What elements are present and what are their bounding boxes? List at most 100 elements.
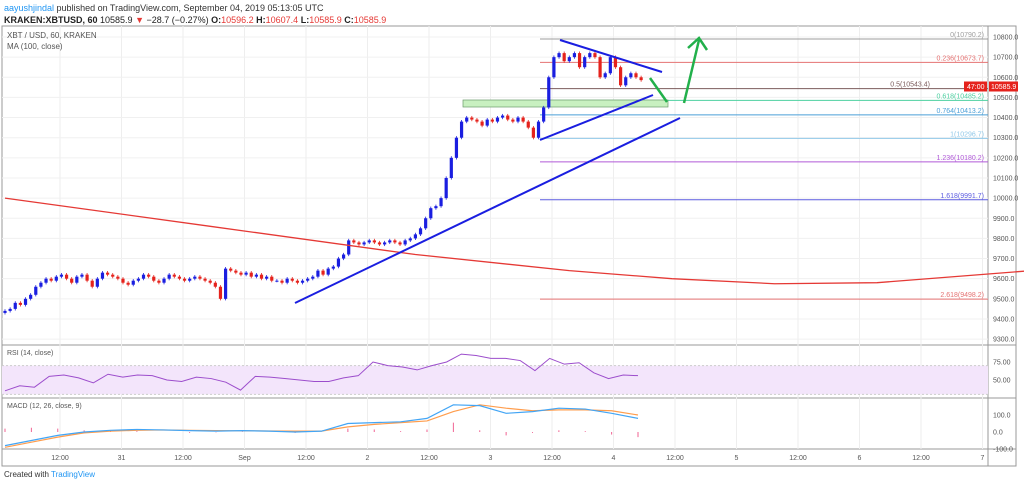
candle-up	[336, 258, 341, 267]
trendline	[559, 39, 663, 73]
candle-down	[577, 53, 582, 68]
candle-up	[136, 278, 140, 281]
time-tick-label: 12:00	[912, 455, 930, 462]
macd-legend: MACD (12, 26, close, 9)	[7, 403, 82, 410]
candle-up	[75, 276, 79, 283]
candle-down	[157, 280, 161, 283]
chart-frame	[1, 25, 1017, 467]
candle-up	[3, 310, 7, 313]
time-tick-label: 5	[735, 455, 739, 462]
fib-level-label: 1(10296.7)	[950, 131, 984, 138]
candle-up	[265, 276, 269, 279]
open-value: 10596.2	[221, 15, 254, 25]
high-value: 10607.4	[265, 15, 299, 25]
symbol: KRAKEN:XBTUSD, 60	[4, 15, 98, 25]
candle-up	[23, 298, 28, 305]
candle-down	[64, 274, 69, 279]
tradingview-logo[interactable]: TradingView	[51, 470, 96, 479]
candle-down	[490, 119, 494, 122]
candle-up	[485, 119, 489, 126]
candle-down	[506, 115, 510, 120]
author-link[interactable]: aayushjindal	[4, 3, 55, 13]
price-tick-label: 10000.0	[993, 196, 1018, 203]
candle-up	[408, 238, 412, 241]
candle-up	[254, 274, 258, 277]
candle-down	[203, 278, 207, 281]
price-tick-label: 10300.0	[993, 135, 1018, 142]
candle-up	[326, 268, 330, 275]
candle-up	[516, 117, 520, 122]
candle-down	[613, 57, 618, 68]
time-tick-label: 31	[118, 455, 126, 462]
time-tick-label: 6	[858, 455, 862, 462]
candle-up	[362, 242, 366, 245]
arrow-head-icon	[687, 36, 709, 51]
rsi-tick-label: 50.00	[993, 378, 1011, 385]
macd-line	[4, 404, 639, 447]
candle-down	[85, 274, 89, 281]
candle-up	[316, 270, 320, 277]
ma-100-line	[4, 197, 1024, 285]
countdown-value: 47:00	[967, 84, 985, 91]
candle-down	[116, 276, 120, 279]
candle-down	[106, 272, 110, 275]
candle-up	[13, 302, 17, 309]
candle-up	[167, 274, 171, 279]
candle-down	[249, 272, 253, 277]
current-price-tag	[989, 81, 1018, 92]
candle-down	[398, 242, 402, 245]
price-tick-label: 9800.0	[993, 236, 1015, 243]
candle-down	[182, 278, 187, 281]
time-tick-label: Sep	[238, 455, 251, 462]
series-legend: XBT / USD, 60, KRAKEN	[7, 31, 97, 40]
candle-down	[377, 242, 382, 245]
time-tick-label: 12:00	[174, 455, 192, 462]
candle-down	[290, 278, 294, 281]
candle-up	[603, 73, 607, 78]
price-tick-label: 9900.0	[993, 216, 1015, 223]
rsi-line	[4, 353, 639, 392]
price-tick-label: 9300.0	[993, 337, 1015, 344]
price-change: −28.7 (−0.27%)	[146, 15, 209, 25]
candle-up	[8, 308, 12, 311]
candle-down	[270, 276, 274, 281]
candle-up	[100, 272, 105, 279]
candle-up	[54, 276, 58, 281]
candle-down	[480, 121, 484, 126]
time-tick-label: 12:00	[666, 455, 684, 462]
price-tick-label: 10100.0	[993, 175, 1018, 182]
candle-up	[459, 121, 464, 138]
candle-up	[383, 242, 387, 245]
candle-up	[413, 234, 417, 239]
candle-up	[223, 268, 228, 299]
low-value: 10585.9	[309, 15, 342, 25]
candle-down	[208, 280, 212, 283]
candle-up	[572, 53, 577, 58]
candle-down	[593, 53, 597, 58]
candle-up	[536, 121, 541, 138]
open-label: O:	[211, 15, 222, 25]
rsi-legend: RSI (14, close)	[7, 350, 54, 357]
candle-up	[444, 177, 448, 199]
publish-info: aayushjindal published on TradingView.co…	[4, 3, 324, 13]
time-tick-label: 12:00	[543, 455, 561, 462]
trendline	[294, 117, 681, 304]
candle-up	[141, 274, 146, 279]
candle-down	[372, 240, 376, 243]
candle-up	[341, 254, 346, 259]
candle-down	[126, 282, 130, 285]
rsi-band	[2, 365, 988, 395]
time-tick-label: 12:00	[297, 455, 315, 462]
candle-up	[300, 280, 305, 283]
price-tick-label: 10600.0	[993, 75, 1018, 82]
time-tick-label: 3	[489, 455, 493, 462]
candle-up	[244, 272, 248, 275]
candle-down	[172, 274, 176, 277]
time-tick-label: 12:00	[51, 455, 69, 462]
candle-up	[465, 117, 469, 122]
fib-level-label: 0.236(10673.7)	[937, 55, 984, 62]
price-tick-label: 10500.0	[993, 95, 1018, 102]
candle-down	[213, 282, 217, 287]
candle-up	[311, 276, 315, 279]
